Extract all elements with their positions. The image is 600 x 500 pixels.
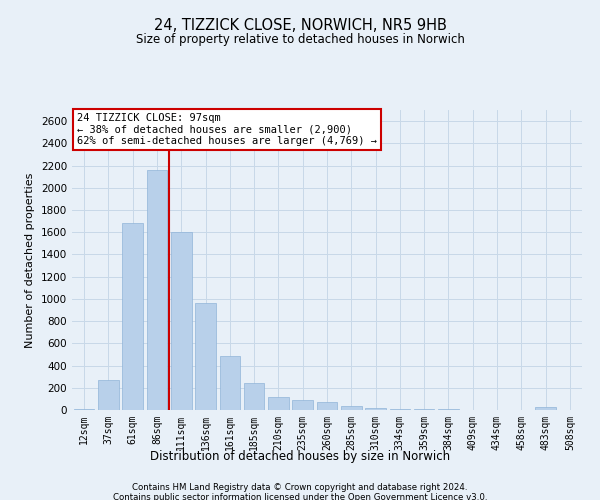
Bar: [365, 408, 386, 410]
Bar: [244, 384, 265, 410]
Bar: [341, 406, 362, 410]
Bar: [98, 380, 119, 410]
Bar: [268, 396, 289, 410]
Bar: [171, 232, 191, 410]
Bar: [389, 409, 410, 410]
Text: 24, TIZZICK CLOSE, NORWICH, NR5 9HB: 24, TIZZICK CLOSE, NORWICH, NR5 9HB: [154, 18, 446, 32]
Bar: [414, 409, 434, 410]
Bar: [195, 304, 216, 410]
Text: Size of property relative to detached houses in Norwich: Size of property relative to detached ho…: [136, 32, 464, 46]
Bar: [220, 356, 240, 410]
Text: Contains public sector information licensed under the Open Government Licence v3: Contains public sector information licen…: [113, 492, 487, 500]
Y-axis label: Number of detached properties: Number of detached properties: [25, 172, 35, 348]
Text: Contains HM Land Registry data © Crown copyright and database right 2024.: Contains HM Land Registry data © Crown c…: [132, 482, 468, 492]
Text: 24 TIZZICK CLOSE: 97sqm
← 38% of detached houses are smaller (2,900)
62% of semi: 24 TIZZICK CLOSE: 97sqm ← 38% of detache…: [77, 113, 377, 146]
Bar: [535, 406, 556, 410]
Bar: [122, 224, 143, 410]
Bar: [292, 400, 313, 410]
Text: Distribution of detached houses by size in Norwich: Distribution of detached houses by size …: [150, 450, 450, 463]
Bar: [146, 170, 167, 410]
Bar: [317, 402, 337, 410]
